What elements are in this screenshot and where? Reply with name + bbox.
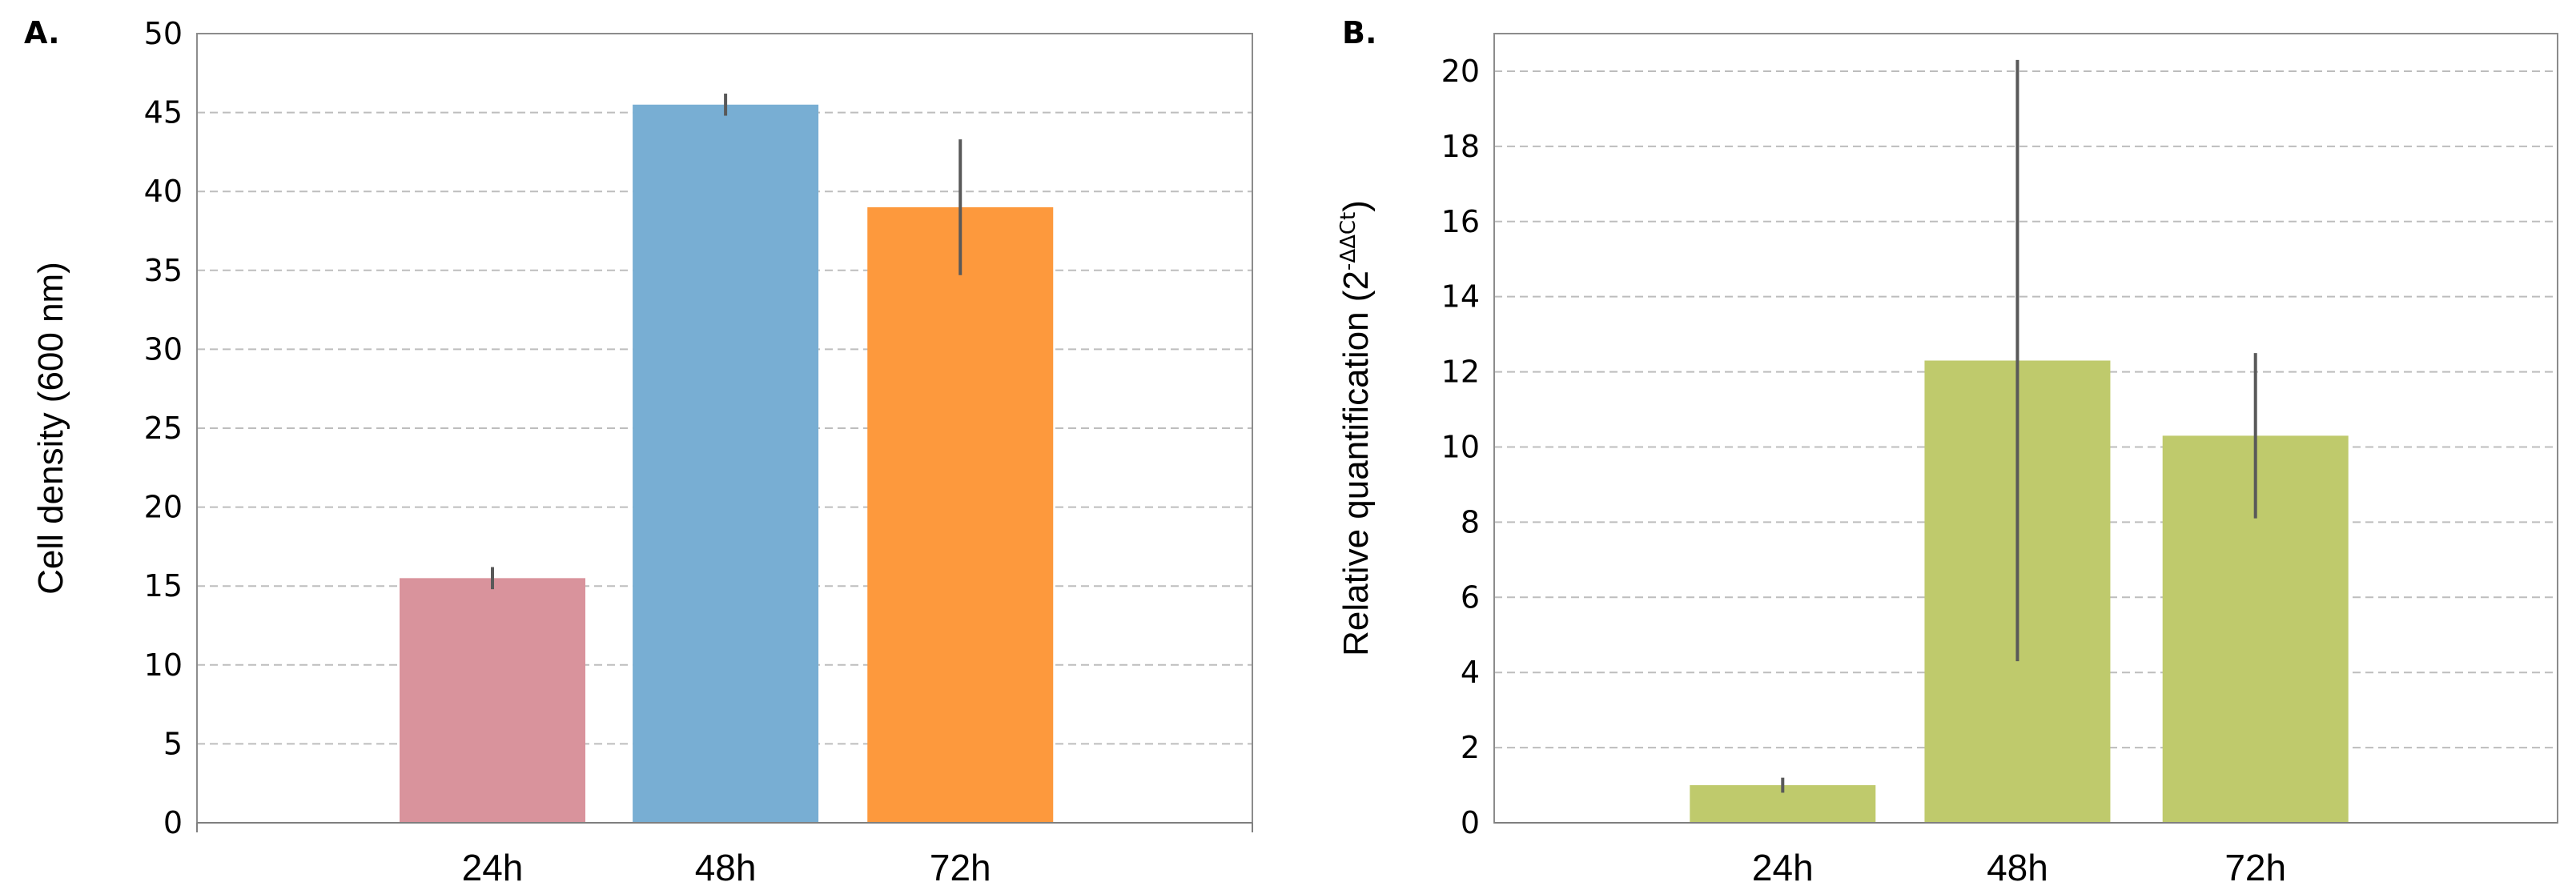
panel-a-y-tick-label: 35 — [144, 253, 183, 288]
panel-a-y-tick-label: 20 — [144, 490, 183, 525]
panel-a-y-axis-title: Cell density (600 nm) — [31, 262, 70, 595]
panel-b-chart: B. 0 2 4 6 8 10 12 14 16 18 20 24h 48h 72h Relative … — [1336, 15, 2558, 888]
panel-a-bar-24h — [400, 578, 585, 823]
panel-a-bars — [400, 104, 1054, 824]
panel-a-x-tick-label-24h: 24h — [462, 847, 524, 888]
panel-b-y-tick-labels: 0 2 4 6 8 10 12 14 16 18 20 — [1441, 54, 1480, 840]
panel-a-error-bars — [491, 93, 962, 590]
panel-b-y-tick-label: 4 — [1461, 655, 1480, 690]
panel-b-y-tick-label: 12 — [1441, 355, 1480, 390]
panel-a-y-tick-labels: 0 5 10 15 20 25 30 35 40 45 50 — [144, 16, 183, 840]
panel-b-bars — [1690, 360, 2349, 823]
panel-b-x-tick-label-72h: 72h — [2224, 847, 2286, 888]
panel-a-y-tick-label: 15 — [144, 568, 183, 603]
panel-b-y-axis-title: Relative quantification (2-ΔΔCt) — [1336, 200, 1376, 656]
panel-a-y-tick-label: 50 — [144, 16, 183, 51]
panel-b-y-tick-label: 16 — [1441, 204, 1480, 239]
panel-b-y-tick-label: 8 — [1461, 504, 1480, 539]
panel-a-label: A. — [24, 15, 60, 50]
panel-a-x-tick-label-48h: 48h — [695, 847, 757, 888]
panel-b-y-tick-label: 18 — [1441, 129, 1480, 164]
panel-b-y-tick-label: 6 — [1461, 579, 1480, 615]
panel-b-y-tick-label: 2 — [1461, 730, 1480, 765]
panel-b-y-axis-title-suffix: ) — [1336, 200, 1376, 212]
panel-b-x-tick-labels: 24h 48h 72h — [1752, 847, 2286, 888]
panel-a-bar-72h — [867, 206, 1054, 823]
panel-a-x-tick-label-72h: 72h — [930, 847, 991, 888]
panel-a-y-tick-label: 5 — [163, 726, 183, 761]
panel-a-y-tick-label: 0 — [163, 805, 183, 840]
panel-b-error-bars — [1781, 59, 2257, 793]
panel-a-x-tick-labels: 24h 48h 72h — [462, 847, 991, 888]
panel-b-x-tick-label-24h: 24h — [1752, 847, 1814, 888]
panel-b-y-axis-title-superscript: -ΔΔCt — [1336, 212, 1360, 271]
panel-b-y-tick-label: 0 — [1461, 805, 1480, 840]
panel-a-chart: A. 0 5 10 15 20 25 30 35 40 45 50 24h 48h 72h Cell d… — [24, 15, 1253, 888]
panel-b-y-axis-title-main: Relative quantification (2 — [1336, 271, 1376, 656]
panel-b-y-tick-label: 14 — [1441, 279, 1480, 315]
panel-a-bar-48h — [633, 104, 819, 824]
panel-a-y-tick-label: 25 — [144, 411, 183, 446]
panel-b-label: B. — [1342, 15, 1376, 50]
panel-a-y-tick-label: 45 — [144, 95, 183, 130]
panel-a-y-tick-label: 40 — [144, 174, 183, 209]
panel-b-y-tick-label: 10 — [1441, 429, 1480, 464]
panel-b-y-tick-label: 20 — [1441, 54, 1480, 89]
panel-b-x-tick-label-48h: 48h — [1987, 847, 2048, 888]
panel-a-y-tick-label: 10 — [144, 647, 183, 683]
panel-a-y-tick-label: 30 — [144, 331, 183, 367]
